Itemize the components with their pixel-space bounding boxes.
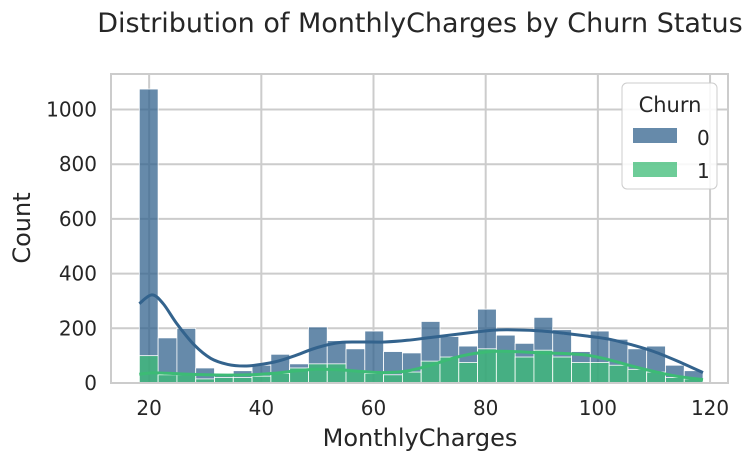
series-1-bar — [571, 362, 591, 384]
series-1-bar — [401, 371, 422, 384]
series-1-bar — [495, 351, 516, 384]
x-tick-label: 40 — [249, 396, 274, 420]
y-tick-labels: 0 200 400 600 800 1000 — [46, 98, 97, 395]
x-tick-label: 80 — [473, 396, 498, 420]
series-1-bar — [514, 356, 535, 384]
series-1-bar — [608, 364, 629, 384]
series-1-bar — [552, 356, 572, 384]
series-1-bar — [533, 349, 554, 384]
y-tick-label: 600 — [59, 207, 97, 231]
kde-curves — [138, 293, 704, 382]
legend-label-0: 0 — [697, 126, 710, 150]
legend-title: Churn — [639, 93, 702, 117]
series-1-bar — [383, 374, 403, 384]
series-1-bar — [308, 363, 328, 384]
y-tick-label: 800 — [59, 152, 97, 176]
series-0-kde-line — [138, 293, 704, 374]
x-tick-label: 60 — [361, 396, 386, 420]
x-axis-label: MonthlyCharges — [323, 424, 518, 452]
series-1-bar — [270, 373, 291, 384]
x-tick-label: 100 — [579, 396, 617, 420]
legend: Churn 0 1 — [621, 82, 718, 190]
legend-swatch-1 — [633, 162, 677, 177]
series-1-bar — [326, 363, 347, 384]
x-tick-labels: 20 40 60 80 100 120 — [136, 396, 729, 420]
y-tick-label: 1000 — [46, 98, 97, 122]
y-tick-label: 200 — [59, 316, 97, 340]
series-1-bar — [157, 374, 178, 384]
chart-title: Distribution of MonthlyCharges by Churn … — [97, 8, 742, 39]
series-1-bar — [364, 373, 385, 384]
y-tick-label: 400 — [59, 262, 97, 286]
series-0-bar — [138, 88, 159, 384]
x-tick-label: 120 — [691, 396, 729, 420]
series-1-bar — [627, 368, 648, 384]
series-1-bar — [138, 355, 159, 384]
series-1-bar — [251, 375, 272, 384]
series-1-bar — [176, 374, 197, 384]
series-1-bar — [458, 362, 478, 384]
series-1-kde-line — [139, 349, 704, 382]
y-tick-label: 0 — [84, 371, 97, 395]
x-tick-label: 20 — [136, 396, 161, 420]
legend-label-1: 1 — [697, 159, 710, 183]
y-axis-label: Count — [8, 192, 36, 263]
plot-frame — [110, 73, 729, 384]
legend-swatch-0 — [633, 128, 677, 143]
series-1-bar — [589, 362, 610, 384]
